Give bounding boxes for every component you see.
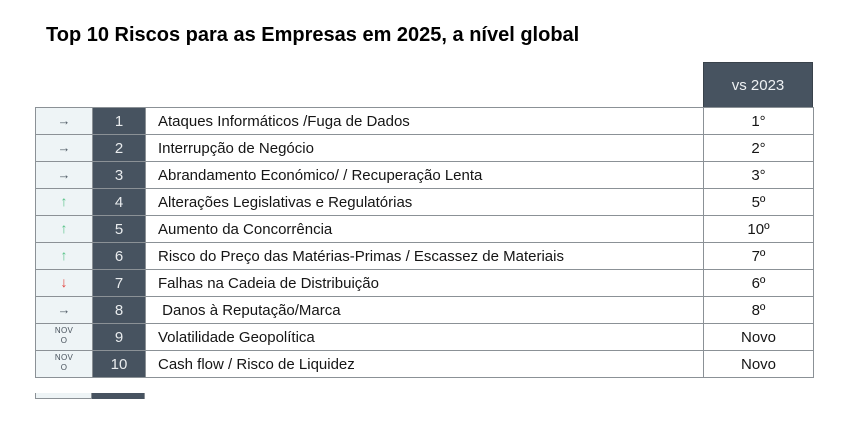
table-row: → 3 Abrandamento Económico/ / Recuperação … [35, 161, 814, 189]
table-row: NOVO 9 Volatilidade Geopolítica Novo [35, 323, 814, 351]
risk-name-cell: Falhas na Cadeia de Distribuição [145, 269, 704, 297]
risk-name: Volatilidade Geopolítica [158, 328, 315, 346]
vs-2023-value: 2° [703, 134, 814, 162]
risk-table: → 1 Ataques Informáticos /Fuga de Dados 1° →… [35, 107, 814, 378]
vs-2023-header-cell: vs 2023 [703, 62, 813, 108]
trend-cell: ↑ [35, 188, 93, 216]
trend-cell: → [35, 107, 93, 135]
risk-table-body: → 1 Ataques Informáticos /Fuga de Dados 1° →… [35, 107, 814, 378]
trend-cell: → [35, 161, 93, 189]
risk-name: Risco do Preço das Matérias-Primas / Esc… [158, 247, 564, 265]
rank-cell: 9 [92, 323, 146, 351]
risk-name-cell: Cash flow / Risco de Liquidez [145, 350, 704, 378]
rank-cell: 6 [92, 242, 146, 270]
new-entry-label: NOVO [54, 326, 74, 345]
rank-cell: 2 [92, 134, 146, 162]
trend-cell: NOVO [35, 323, 93, 351]
table-row: → 8 Danos à Reputação/Marca 8º [35, 296, 814, 324]
risk-name: Danos à Reputação/Marca [158, 301, 341, 319]
risk-name-cell: Abrandamento Económico/ / Recuperação Le… [145, 161, 704, 189]
trend-cell: ↓ [35, 269, 93, 297]
cropped-next-row [35, 393, 145, 399]
risk-name: Falhas na Cadeia de Distribuição [158, 274, 379, 292]
risk-name: Interrupção de Negócio [158, 139, 314, 157]
table-row: ↓ 7 Falhas na Cadeia de Distribuição 6º [35, 269, 814, 297]
rank-cell: 8 [92, 296, 146, 324]
page-title: Top 10 Riscos para as Empresas em 2025, … [46, 24, 580, 46]
trend-down-icon: ↓ [60, 274, 68, 290]
risk-name-cell: Volatilidade Geopolítica [145, 323, 704, 351]
risk-name: Ataques Informáticos /Fuga de Dados [158, 112, 410, 130]
risk-name: Cash flow / Risco de Liquidez [158, 355, 355, 373]
risk-name-cell: Risco do Preço das Matérias-Primas / Esc… [145, 242, 704, 270]
risk-name-cell: Danos à Reputação/Marca [145, 296, 704, 324]
risk-name: Aumento da Concorrência [158, 220, 333, 238]
rank-cell: 1 [92, 107, 146, 135]
new-entry-label: NOVO [54, 353, 74, 372]
trend-same-icon: → [57, 140, 71, 155]
table-row: ↑ 5 Aumento da Concorrência 10º [35, 215, 814, 243]
vs-2023-value: 3° [703, 161, 814, 189]
rank-cell: 10 [92, 350, 146, 378]
trend-same-icon: → [57, 302, 71, 317]
trend-cell: ↑ [35, 242, 93, 270]
table-row: ↑ 4 Alterações Legislativas e Regulatórias… [35, 188, 814, 216]
table-row: → 1 Ataques Informáticos /Fuga de Dados 1° [35, 107, 814, 135]
trend-up-icon: ↑ [60, 193, 68, 209]
vs-2023-value: Novo [703, 323, 814, 351]
trend-same-icon: → [57, 113, 71, 128]
trend-up-icon: ↑ [60, 247, 68, 263]
vs-2023-value: 10º [703, 215, 814, 243]
cropped-indicator-cell [35, 393, 92, 399]
cropped-rank-cell [92, 393, 145, 399]
risk-name-cell: Interrupção de Negócio [145, 134, 704, 162]
trend-same-icon: → [57, 167, 71, 182]
trend-cell: → [35, 134, 93, 162]
trend-cell: → [35, 296, 93, 324]
trend-cell: ↑ [35, 215, 93, 243]
rank-cell: 4 [92, 188, 146, 216]
vs-2023-value: 7º [703, 242, 814, 270]
rank-cell: 5 [92, 215, 146, 243]
vs-2023-value: Novo [703, 350, 814, 378]
vs-2023-value: 5º [703, 188, 814, 216]
risk-name-cell: Alterações Legislativas e Regulatórias [145, 188, 704, 216]
vs-2023-value: 6º [703, 269, 814, 297]
trend-cell: NOVO [35, 350, 93, 378]
rank-cell: 3 [92, 161, 146, 189]
table-row: ↑ 6 Risco do Preço das Matérias-Primas / E… [35, 242, 814, 270]
trend-up-icon: ↑ [60, 220, 68, 236]
table-row: → 2 Interrupção de Negócio 2° [35, 134, 814, 162]
rank-cell: 7 [92, 269, 146, 297]
vs-2023-value: 1° [703, 107, 814, 135]
risk-name-cell: Ataques Informáticos /Fuga de Dados [145, 107, 704, 135]
risk-name: Alterações Legislativas e Regulatórias [158, 193, 413, 211]
vs-2023-value: 8º [703, 296, 814, 324]
risk-name-cell: Aumento da Concorrência [145, 215, 704, 243]
risk-name: Abrandamento Económico/ / Recuperação Le… [158, 166, 483, 184]
table-row: NOVO 10 Cash flow / Risco de Liquidez Novo [35, 350, 814, 378]
